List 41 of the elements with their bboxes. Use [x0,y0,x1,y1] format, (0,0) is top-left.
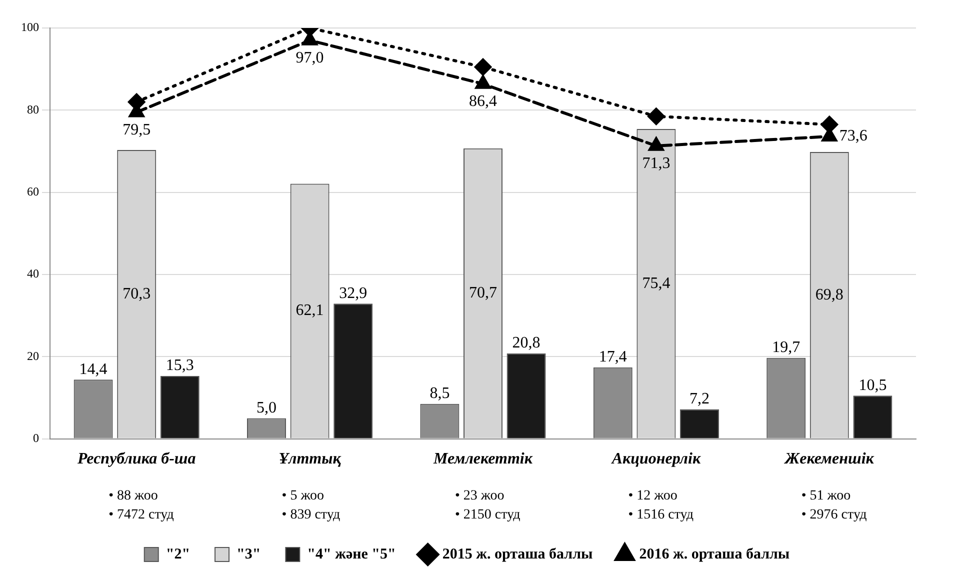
text: • 12 жоо • 1516 студ [628,488,694,522]
data-label: 70,3 [122,285,151,302]
y-tick-label: 80 [27,102,39,116]
data-label: 71,3 [642,155,670,172]
data-label: 86,4 [469,93,497,110]
text: • 88 жоо • 7472 студ [108,488,174,522]
data-label: 19,7 [772,339,800,356]
data-label: 14,4 [79,360,108,378]
y-tick-label: 0 [33,430,39,445]
data-label: 97,0 [296,50,324,67]
x-tick-label: Жекеменшік [784,450,875,468]
data-label: 75,4 [642,274,670,292]
legend-label: "3" [236,546,261,562]
legend-label: "2" [166,546,190,562]
legend-label: "4" және "5" [307,546,396,562]
x-tick-label: Акционерлік [610,450,702,468]
data-label: 8,5 [430,385,450,402]
data-label: 17,4 [598,348,627,366]
legend-label: 2015 ж. орташа баллы [442,546,594,562]
y-tick-label: 60 [27,184,39,198]
x-tick-label: Ұлттық [278,450,342,468]
y-tick-label: 100 [21,20,39,34]
data-label: 20,8 [512,334,540,352]
x-tick-label: Мемлекеттік [432,450,534,468]
data-label: 73,6 [839,128,868,145]
legend-label: 2016 ж. орташа баллы [639,546,790,562]
data-label: 70,7 [469,284,497,302]
data-label: 62,1 [296,302,324,320]
text: • 5 жоо • 839 студ [282,488,340,522]
text: • 51 жоо • 2976 студ [801,488,867,522]
data-label: 7,2 [690,390,710,408]
y-tick-label: 20 [27,348,39,363]
y-tick-label: 40 [27,266,39,281]
data-label: 79,5 [122,121,151,138]
x-tick-label: Республика б-ша [76,450,196,468]
data-label: 32,9 [339,284,368,302]
data-label: 15,3 [166,357,194,374]
data-label: 69,8 [815,286,844,304]
text: • 23 жоо • 2150 студ [455,488,520,522]
data-label: 10,5 [858,376,887,394]
data-label: 5,0 [256,399,276,416]
